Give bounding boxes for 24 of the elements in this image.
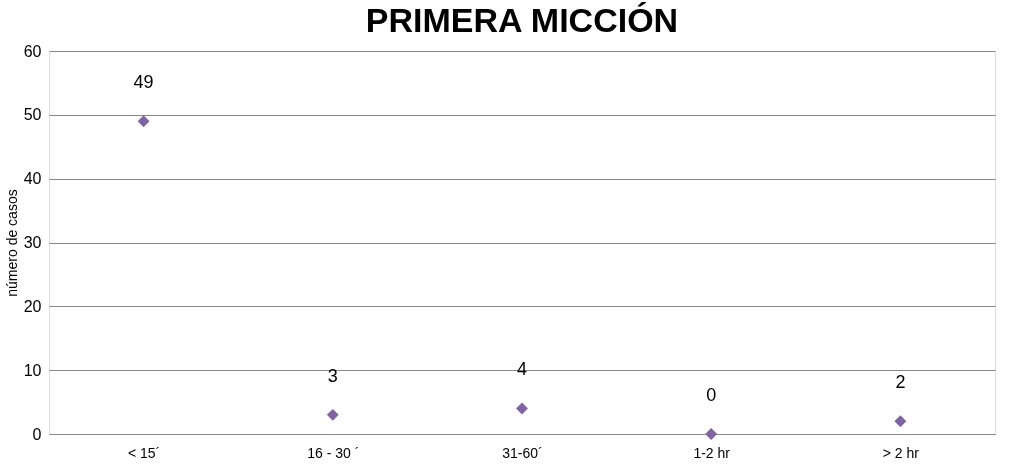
data-label: 3 [327, 365, 338, 386]
x-tick-label: 16 - 30 ´ [307, 444, 360, 461]
y-tick-label: 30 [23, 234, 42, 251]
y-axis-title: número de casos [3, 189, 20, 297]
data-label: 0 [706, 385, 717, 405]
point [894, 415, 907, 428]
x-tick-label: < 15´ [127, 444, 161, 461]
x-tick-label: 1-2 hr [693, 444, 731, 461]
y-tick-label: 20 [23, 297, 42, 315]
x-tick-label: > 2 hr [882, 444, 920, 461]
data-label: 2 [895, 372, 906, 393]
point [137, 115, 150, 128]
y-tick-label: 40 [23, 170, 42, 188]
y-tick-label: 0 [32, 425, 42, 443]
x-tick-label: 31-60´ [502, 444, 543, 461]
point [326, 408, 339, 421]
data-label: 49 [133, 72, 154, 93]
point [705, 428, 718, 440]
y-tick-label: 50 [23, 106, 42, 124]
y-tick-label: 60 [23, 42, 42, 60]
data-label: 4 [516, 359, 528, 380]
point [516, 402, 528, 415]
y-tick-label: 10 [23, 361, 42, 379]
chart-title: PRIMERA MICCIÓN [365, 1, 679, 39]
